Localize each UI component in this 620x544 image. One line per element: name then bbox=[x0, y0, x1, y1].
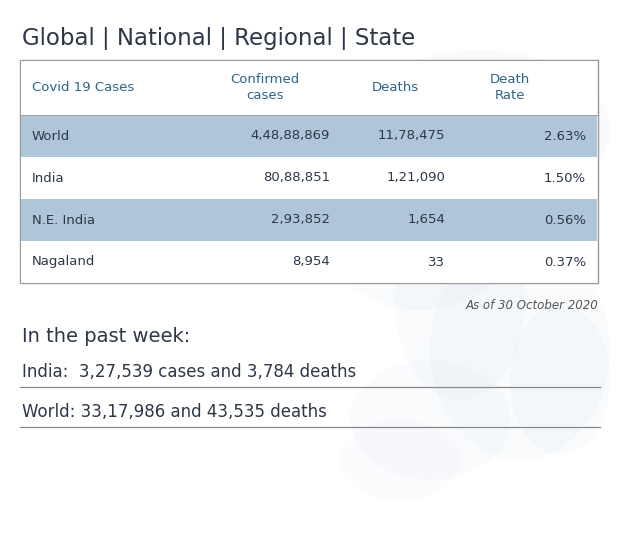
Text: As of 30 October 2020: As of 30 October 2020 bbox=[465, 299, 598, 312]
Text: Global | National | Regional | State: Global | National | Regional | State bbox=[22, 27, 415, 50]
Text: 11,78,475: 11,78,475 bbox=[378, 129, 445, 143]
Ellipse shape bbox=[350, 360, 510, 480]
Text: N.E. India: N.E. India bbox=[32, 213, 95, 226]
Text: 0.56%: 0.56% bbox=[544, 213, 586, 226]
Text: Deaths: Deaths bbox=[371, 81, 419, 94]
Text: 1,654: 1,654 bbox=[407, 213, 445, 226]
Text: Nagaland: Nagaland bbox=[32, 256, 95, 269]
Bar bbox=[21, 157, 597, 199]
Ellipse shape bbox=[395, 200, 525, 400]
Text: 0.37%: 0.37% bbox=[544, 256, 586, 269]
Text: 1,21,090: 1,21,090 bbox=[386, 171, 445, 184]
Ellipse shape bbox=[320, 130, 520, 310]
Text: 4,48,88,869: 4,48,88,869 bbox=[250, 129, 330, 143]
Text: 80,88,851: 80,88,851 bbox=[263, 171, 330, 184]
Text: 2.63%: 2.63% bbox=[544, 129, 586, 143]
Text: 8,954: 8,954 bbox=[292, 256, 330, 269]
Text: 33: 33 bbox=[428, 256, 445, 269]
Text: 2,93,852: 2,93,852 bbox=[271, 213, 330, 226]
Ellipse shape bbox=[400, 60, 580, 140]
Text: World: World bbox=[32, 129, 70, 143]
Text: World: 33,17,986 and 43,535 deaths: World: 33,17,986 and 43,535 deaths bbox=[22, 403, 327, 421]
Ellipse shape bbox=[350, 50, 610, 210]
Text: India: India bbox=[32, 171, 64, 184]
Text: Covid 19 Cases: Covid 19 Cases bbox=[32, 81, 135, 94]
Bar bbox=[21, 115, 597, 157]
Text: In the past week:: In the past week: bbox=[22, 327, 190, 346]
Ellipse shape bbox=[480, 130, 600, 230]
Bar bbox=[21, 241, 597, 283]
Text: Confirmed
cases: Confirmed cases bbox=[231, 73, 299, 102]
Text: 1.50%: 1.50% bbox=[544, 171, 586, 184]
Text: India:  3,27,539 cases and 3,784 deaths: India: 3,27,539 cases and 3,784 deaths bbox=[22, 363, 356, 381]
Ellipse shape bbox=[340, 420, 460, 500]
Text: Death
Rate: Death Rate bbox=[490, 73, 530, 102]
Ellipse shape bbox=[510, 305, 610, 455]
Bar bbox=[21, 199, 597, 241]
Bar bbox=[21, 61, 597, 115]
Ellipse shape bbox=[430, 240, 610, 460]
Bar bbox=[20, 60, 598, 283]
